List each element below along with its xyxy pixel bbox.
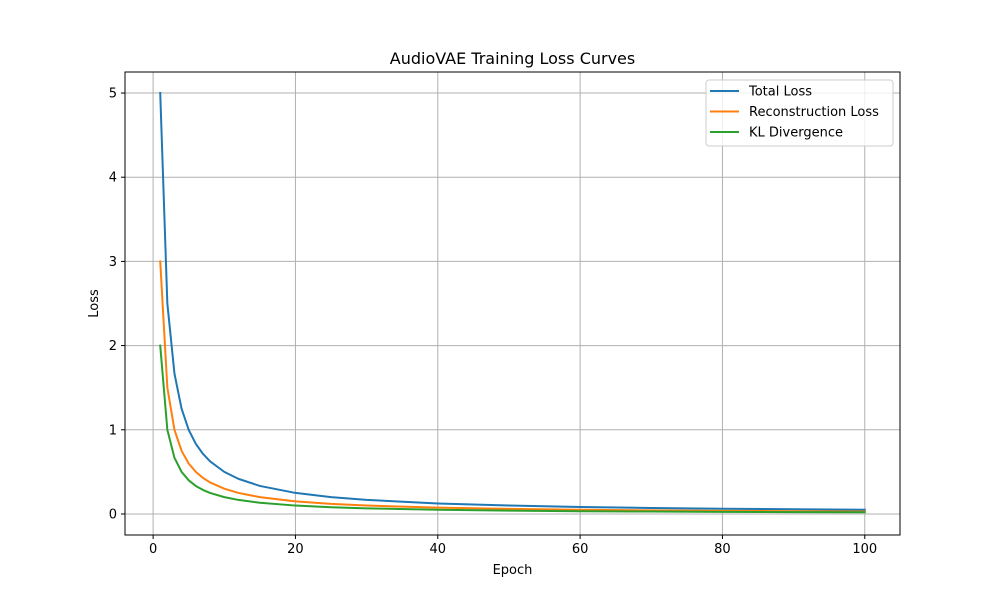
y-tick-label: 0 [109,507,117,522]
y-tick-label: 5 [109,87,117,102]
y-tick-label: 3 [109,255,117,270]
axis-ticks: 0 20 40 60 80 100 0 1 2 3 4 5 [109,87,877,557]
legend-label: Total Loss [748,85,812,100]
plot-area-frame [124,71,901,536]
x-tick-label: 100 [852,542,877,557]
x-tick-label: 80 [714,542,731,557]
x-tick-label: 0 [149,542,157,557]
x-tick-label: 40 [430,542,447,557]
y-tick-label: 4 [109,171,117,186]
y-tick-label: 2 [109,339,117,354]
y-axis-title: Loss [87,289,102,318]
legend-box [705,79,894,147]
legend: Total Loss Reconstruction Loss KL Divergen… [705,79,894,147]
x-axis-title: Epoch [493,563,533,578]
series-line-total-loss [159,91,866,511]
series-lines [159,91,866,514]
legend-label: Reconstruction Loss [749,105,879,120]
series-line-reconstruction-loss [159,260,866,513]
grid-lines [125,72,900,535]
series-line-kl-divergence [159,344,866,514]
y-tick-label: 1 [109,423,117,438]
x-tick-label: 20 [287,542,304,557]
chart-title: AudioVAE Training Loss Curves [390,49,635,68]
x-tick-label: 60 [572,542,589,557]
legend-label: KL Divergence [749,126,843,141]
